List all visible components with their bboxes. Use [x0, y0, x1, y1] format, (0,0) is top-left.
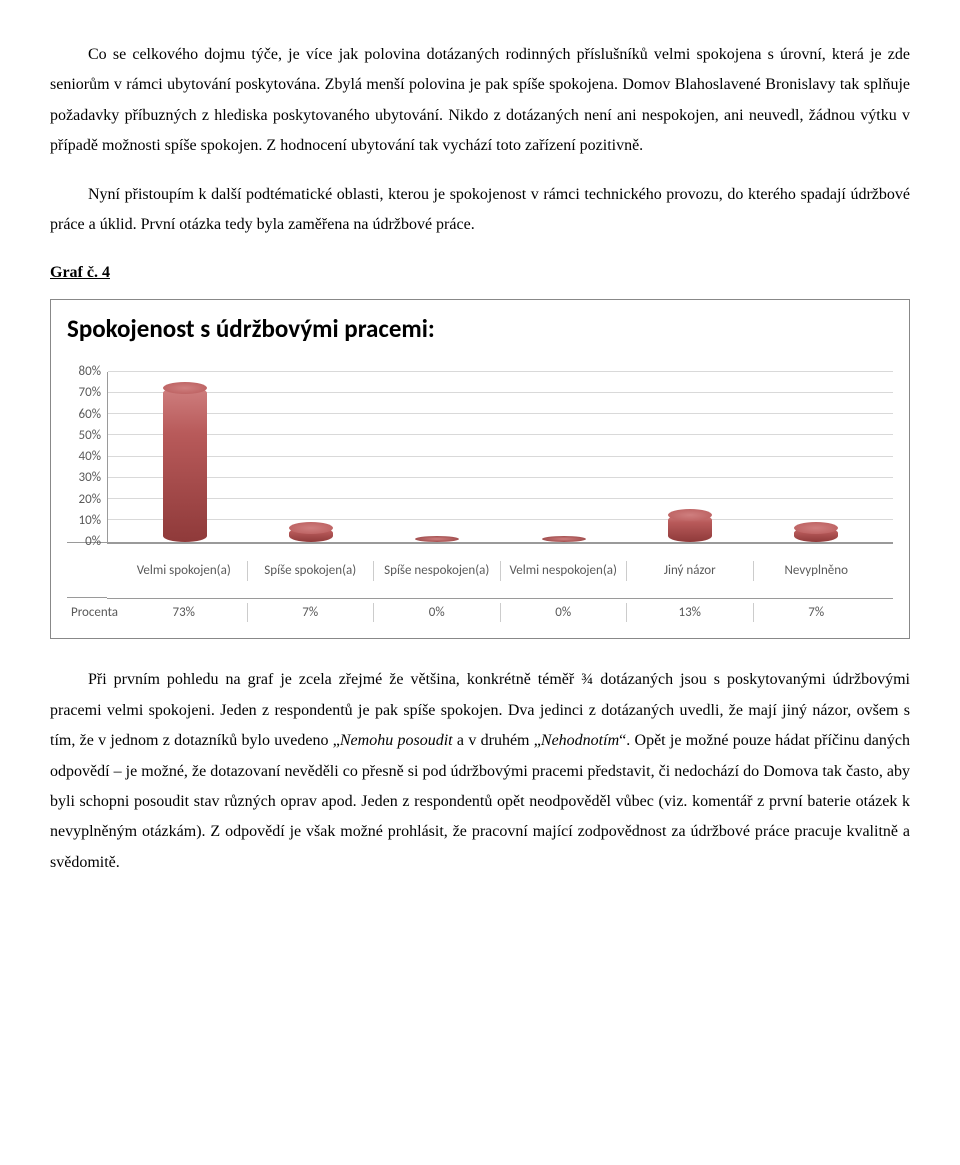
bar-slot [374, 372, 500, 542]
value-label: 7% [753, 603, 880, 623]
y-axis-ticks: 0%10%20%30%40%50%60%70%80% [67, 372, 107, 542]
y-tick-label: 30% [79, 470, 101, 486]
bar-slot [248, 372, 374, 542]
bar [415, 536, 459, 542]
bar [794, 527, 838, 542]
chart-title: Spokojenost s údržbovými pracemi: [67, 314, 893, 344]
value-label: 13% [626, 603, 753, 623]
value-label: 73% [121, 603, 247, 623]
chart-panel: Spokojenost s údržbovými pracemi: 0% 10% 2… [50, 299, 910, 640]
chart-left-gutter: 0%10%20%30%40%50%60%70%80% Procenta [67, 372, 107, 627]
paragraph-3: Při prvním pohledu na graf je zcela zřej… [50, 665, 910, 878]
category-label: Velmi spokojen(a) [121, 561, 247, 581]
paragraph-1: Co se celkového dojmu týče, je více jak … [50, 40, 910, 162]
category-label: Nevyplněno [753, 561, 880, 581]
bar-slot [122, 372, 248, 542]
category-label: Velmi nespokojen(a) [500, 561, 627, 581]
y-tick-label: 60% [79, 406, 101, 422]
category-label: Spíše spokojen(a) [247, 561, 374, 581]
value-label: 0% [500, 603, 627, 623]
para3-italic-2: Nehodnotím [541, 732, 619, 749]
value-row: 73%7%0%0%13%7% [107, 598, 893, 627]
category-row: Velmi spokojen(a)Spíše spokojen(a)Spíše … [107, 543, 893, 598]
gutter-spacer [67, 542, 107, 597]
category-label: Spíše nespokojen(a) [373, 561, 500, 581]
y-tick-label: 20% [79, 491, 101, 507]
legend-series: Procenta [67, 597, 107, 625]
bar-slot [501, 372, 627, 542]
para3-italic-1: Nemohu posoudit [340, 732, 453, 749]
y-tick-label: 70% [79, 385, 101, 401]
chart-number-label: Graf č. 4 [50, 258, 910, 288]
value-label: 0% [373, 603, 500, 623]
bar [542, 536, 586, 542]
y-tick-label: 0% [85, 534, 101, 550]
para3-text-c: “. Opět je možné pouze hádat příčinu dan… [50, 732, 910, 871]
plot-area [107, 372, 893, 543]
category-label: Jiný názor [626, 561, 753, 581]
y-tick-label: 80% [79, 364, 101, 380]
y-tick-label: 10% [79, 513, 101, 529]
bar-slot [753, 372, 879, 542]
plot-column: Velmi spokojen(a)Spíše spokojen(a)Spíše … [107, 372, 893, 627]
bar [163, 387, 207, 542]
paragraph-2: Nyní přistoupím k další podtématické obl… [50, 180, 910, 241]
bar [289, 527, 333, 542]
bar-slot [627, 372, 753, 542]
chart-body: 0%10%20%30%40%50%60%70%80% Procenta Velm… [67, 372, 893, 627]
value-label: 7% [247, 603, 374, 623]
y-tick-label: 50% [79, 428, 101, 444]
bar [668, 514, 712, 542]
para3-text-b: a v druhém „ [453, 732, 541, 749]
y-tick-label: 40% [79, 449, 101, 465]
